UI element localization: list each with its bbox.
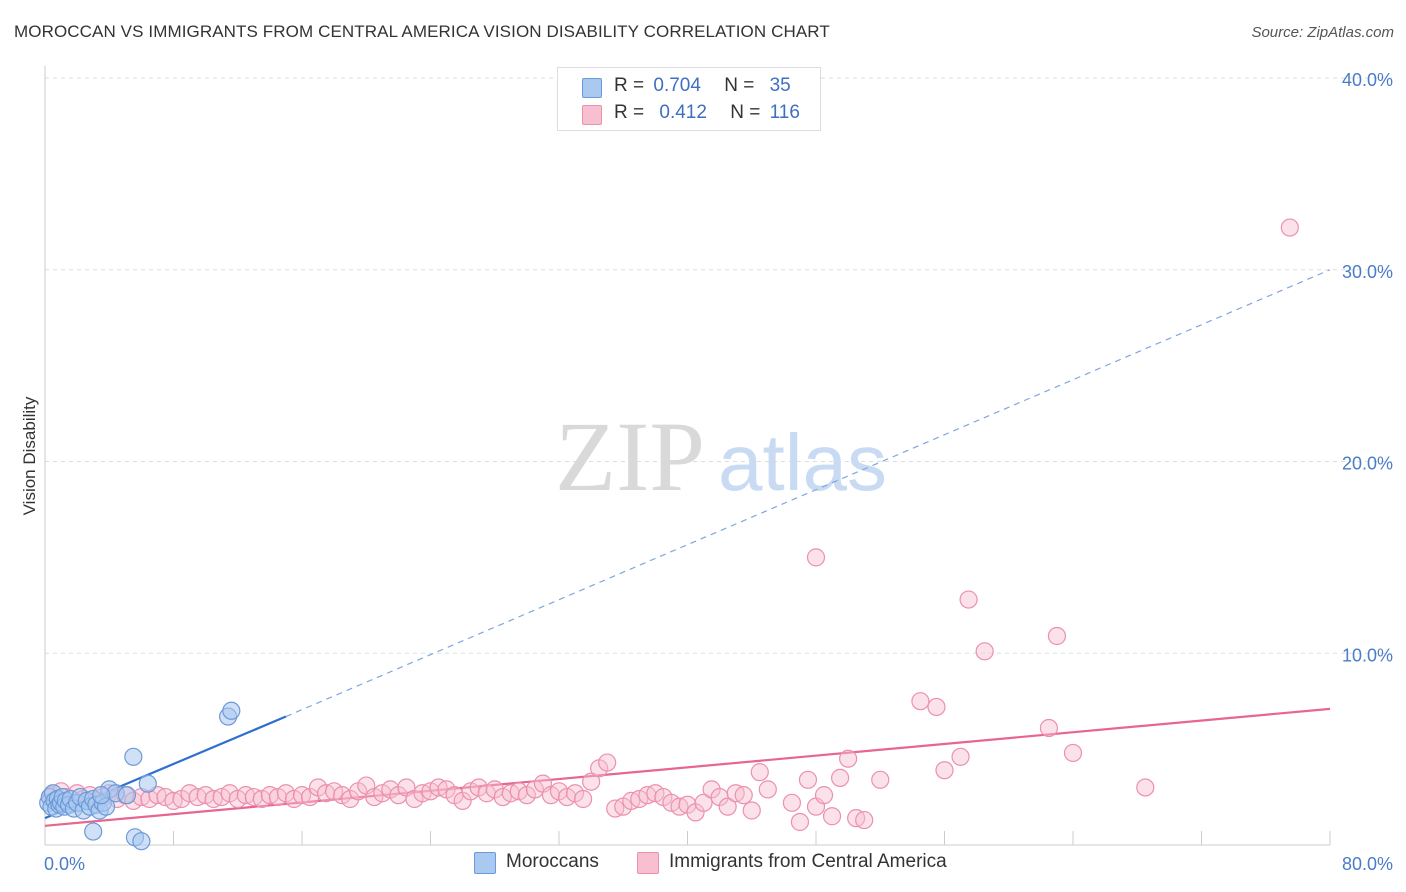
n-label: N = xyxy=(730,102,761,123)
correlation-legend: R = 0.704 N = 35 R = 0.412 N = 116 xyxy=(557,67,821,131)
data-points xyxy=(39,218,1299,851)
blue-swatch-icon xyxy=(582,78,602,98)
central-america-point xyxy=(790,812,810,832)
y-tick-label: 20.0% xyxy=(1342,454,1393,474)
central-america-point xyxy=(814,786,834,805)
central-america-point xyxy=(871,770,890,789)
central-america-point xyxy=(1136,778,1155,797)
central-america-point xyxy=(758,780,777,799)
n-value: 35 xyxy=(769,75,791,96)
moroccan-point xyxy=(124,747,143,766)
moroccan-point xyxy=(138,774,157,793)
central-america-point xyxy=(742,801,761,820)
central-america-point xyxy=(573,789,593,809)
central-america-point xyxy=(598,753,617,772)
y-axis-label: Vision Disability xyxy=(20,396,39,515)
legend-label: Moroccans xyxy=(506,851,599,872)
moroccan-point xyxy=(84,822,103,841)
central-america-point xyxy=(839,749,858,768)
r-label: R = xyxy=(614,75,645,96)
central-america-point xyxy=(1047,626,1067,646)
r-value: 0.704 xyxy=(653,75,701,96)
moroccan-point xyxy=(222,701,241,720)
pink-swatch-icon xyxy=(582,105,602,125)
watermark-atlas: atlas xyxy=(718,418,887,507)
y-tick-label: 30.0% xyxy=(1342,262,1393,282)
trend-lines xyxy=(44,269,1331,827)
central-america-point xyxy=(911,692,930,711)
moroccan-point xyxy=(117,786,137,805)
moroccan-point xyxy=(132,832,151,851)
central-america-point xyxy=(734,786,753,805)
tick-labels: 10.0% 20.0% 30.0% 40.0% 0.0% 80.0% xyxy=(44,70,1393,874)
grid-lines xyxy=(45,77,1392,654)
blue-swatch-icon xyxy=(474,852,496,874)
moroccan-point xyxy=(92,786,111,805)
y-tick-label: 10.0% xyxy=(1342,645,1393,665)
r-label: R = xyxy=(614,102,645,123)
y-tick-label: 40.0% xyxy=(1342,70,1393,90)
central-america-point xyxy=(1063,743,1083,763)
central-america-point xyxy=(694,793,713,812)
central-america-point xyxy=(927,697,946,717)
central-america-point xyxy=(1280,218,1299,237)
central-america-point xyxy=(822,807,842,826)
x-tick-label: 0.0% xyxy=(44,854,85,874)
r-value: 0.412 xyxy=(659,102,707,123)
chart-title: MOROCCAN VS IMMIGRANTS FROM CENTRAL AMER… xyxy=(14,22,830,41)
central-america-point xyxy=(718,797,737,816)
axes xyxy=(44,66,1331,846)
central-america-point xyxy=(935,761,954,780)
central-america-point xyxy=(806,548,826,567)
central-america-point xyxy=(782,793,802,812)
series-legend: Moroccans Immigrants from Central Americ… xyxy=(0,850,1406,880)
moroccan-trend-extension xyxy=(285,269,1331,718)
central-america-point xyxy=(959,590,978,609)
pink-swatch-icon xyxy=(637,852,659,874)
central-america-point xyxy=(975,642,994,661)
central-america-point xyxy=(798,770,818,789)
central-america-trend-line xyxy=(44,707,1331,827)
central-america-point xyxy=(855,810,874,830)
central-america-point xyxy=(582,772,601,791)
x-tick-label: 80.0% xyxy=(1342,854,1393,874)
legend-label: Immigrants from Central America xyxy=(669,851,947,872)
central-america-point xyxy=(1039,718,1059,738)
central-america-point xyxy=(951,747,970,766)
watermark-zip: ZIP xyxy=(555,401,705,512)
source-credit: Source: ZipAtlas.com xyxy=(1251,24,1394,41)
n-label: N = xyxy=(724,75,755,96)
central-america-point xyxy=(750,763,769,782)
n-value: 116 xyxy=(769,102,800,123)
central-america-point xyxy=(830,768,850,787)
